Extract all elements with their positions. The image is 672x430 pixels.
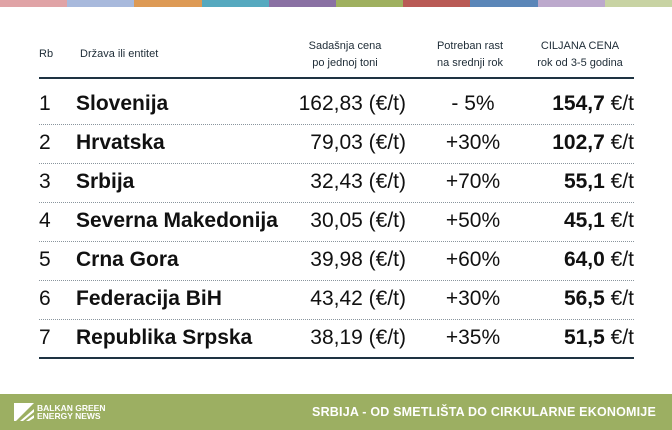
- table-row: 7 Republika Srpska 38,19 (€/t) +35% 51,5…: [39, 318, 634, 357]
- footer-title: SRBIJA - OD SMETLIŠTA DO CIRKULARNE EKON…: [312, 405, 656, 419]
- required-growth: - 5%: [451, 92, 495, 115]
- target-price: 56,5 €/t: [564, 287, 634, 311]
- current-price: 79,03 (€/t): [310, 131, 406, 154]
- row-number: 5: [39, 248, 51, 271]
- target-unit: €/t: [604, 209, 634, 232]
- target-unit: €/t: [604, 287, 634, 310]
- current-price: 38,19 (€/t): [310, 326, 406, 349]
- table-row: 2 Hrvatska 79,03 (€/t) +30% 102,7 €/t: [39, 123, 634, 162]
- row-number: 4: [39, 209, 51, 232]
- color-stripe: [470, 0, 538, 7]
- target-unit: €/t: [604, 131, 634, 154]
- table-row: 1 Slovenija 162,83 (€/t) - 5% 154,7 €/t: [39, 84, 634, 123]
- color-stripe: [67, 0, 135, 7]
- header-current-line2: po jednoj toni: [312, 57, 378, 69]
- target-value: 56,5: [563, 287, 605, 310]
- header-current: Sadašnja cena po jednoj toni: [300, 38, 390, 72]
- target-value: 102,7: [552, 131, 605, 154]
- logo-mark-icon: [14, 403, 34, 421]
- table-row: 5 Crna Gora 39,98 (€/t) +60% 64,0 €/t: [39, 240, 634, 279]
- logo-text-line1: BALKAN GREEN: [37, 403, 106, 413]
- country-name: Federacija BiH: [76, 287, 222, 310]
- required-growth: +70%: [445, 170, 501, 193]
- target-value: 55,1: [563, 170, 605, 193]
- target-value: 64,0: [563, 248, 605, 271]
- row-divider: [39, 319, 634, 320]
- country-name: Republika Srpska: [76, 326, 253, 349]
- table-row: 3 Srbija 32,43 (€/t) +70% 55,1 €/t: [39, 162, 634, 201]
- color-stripe: [134, 0, 202, 7]
- required-growth: +35%: [445, 326, 501, 349]
- row-divider: [39, 241, 634, 242]
- target-unit: €/t: [604, 248, 634, 271]
- current-price: 32,43 (€/t): [310, 170, 406, 193]
- color-stripe: [0, 0, 68, 7]
- header-rb: Rb: [39, 48, 54, 60]
- row-number: 2: [39, 131, 51, 154]
- row-number: 3: [39, 170, 51, 193]
- table-row: 4 Severna Makedonija 30,05 (€/t) +50% 45…: [39, 201, 634, 240]
- color-stripe: [604, 0, 672, 7]
- required-growth: +60%: [445, 248, 501, 271]
- required-growth: +30%: [445, 131, 501, 154]
- row-divider: [39, 202, 634, 203]
- country-name: Severna Makedonija: [76, 209, 278, 232]
- footer-bar: BALKAN GREEN ENERGY NEWS SRBIJA - OD SMET…: [0, 394, 672, 430]
- current-price: 39,98 (€/t): [310, 248, 406, 271]
- current-price: 30,05 (€/t): [310, 209, 406, 232]
- row-number: 6: [39, 287, 51, 310]
- header-rule: [39, 77, 634, 79]
- target-unit: €/t: [604, 170, 634, 193]
- target-price: 55,1 €/t: [564, 170, 634, 194]
- color-stripe: [537, 0, 605, 7]
- target-unit: €/t: [604, 92, 634, 115]
- target-price: 45,1 €/t: [564, 209, 634, 233]
- target-price: 64,0 €/t: [564, 248, 634, 272]
- country-name: Srbija: [76, 170, 135, 193]
- country-name: Slovenija: [76, 92, 169, 115]
- row-divider: [39, 163, 634, 164]
- current-price: 162,83 (€/t): [298, 92, 406, 115]
- target-value: 154,7: [552, 92, 605, 115]
- brand-logo: BALKAN GREEN ENERGY NEWS: [14, 403, 105, 421]
- target-value: 51,5: [563, 326, 605, 349]
- country-name: Crna Gora: [76, 248, 179, 271]
- current-price: 43,42 (€/t): [310, 287, 406, 310]
- header-growth-line1: Potreban rast: [436, 40, 504, 52]
- target-unit: €/t: [604, 326, 634, 349]
- required-growth: +50%: [445, 209, 501, 232]
- header-current-line1: Sadašnja cena: [308, 40, 382, 52]
- header-growth-line2: na srednji rok: [436, 57, 504, 69]
- row-number: 1: [39, 92, 51, 115]
- row-divider: [39, 280, 634, 281]
- target-price: 102,7 €/t: [552, 131, 634, 155]
- header-target-line2: rok od 3-5 godina: [537, 57, 623, 69]
- row-number: 7: [39, 326, 51, 349]
- target-value: 45,1: [563, 209, 605, 232]
- row-divider: [39, 124, 634, 125]
- target-price: 154,7 €/t: [552, 92, 634, 116]
- header-name: Država ili entitet: [80, 48, 159, 60]
- header-target-line1: CILJANA CENA: [540, 40, 620, 52]
- required-growth: +30%: [445, 287, 501, 310]
- country-name: Hrvatska: [76, 131, 165, 154]
- logo-text-line2: ENERGY NEWS: [37, 411, 101, 421]
- color-stripe-bar: [0, 0, 672, 7]
- color-stripe: [336, 0, 404, 7]
- target-price: 51,5 €/t: [564, 326, 634, 350]
- header-target: CILJANA CENA rok od 3-5 godina: [528, 38, 632, 72]
- bottom-rule: [39, 357, 634, 359]
- color-stripe: [268, 0, 337, 7]
- color-stripe: [201, 0, 269, 7]
- table-row: 6 Federacija BiH 43,42 (€/t) +30% 56,5 €…: [39, 279, 634, 318]
- color-stripe: [403, 0, 471, 7]
- header-growth: Potreban rast na srednji rok: [424, 38, 516, 72]
